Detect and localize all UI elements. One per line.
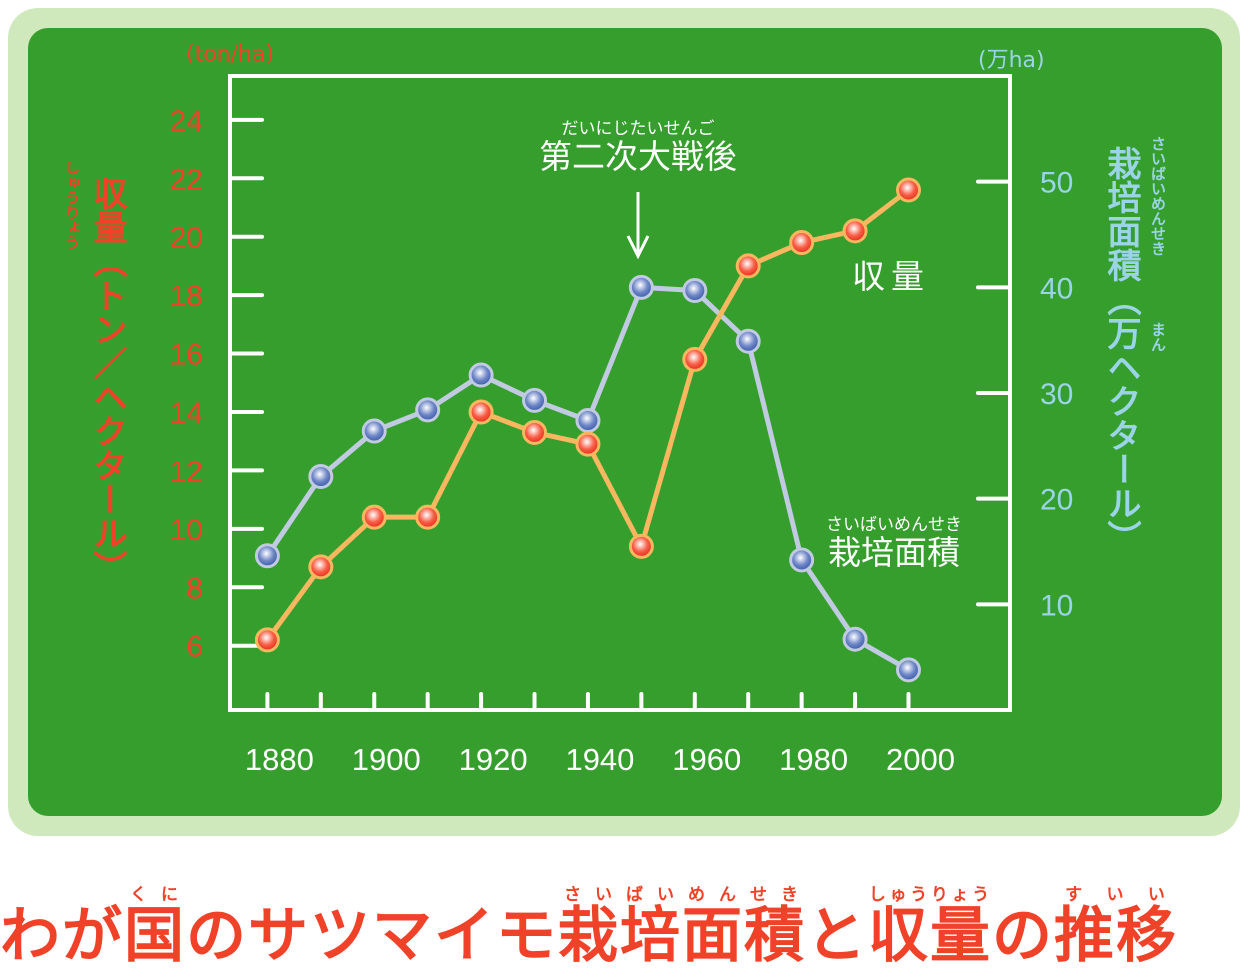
data-point-area — [522, 387, 548, 413]
annotation-arrow-head — [626, 235, 650, 260]
data-point-area — [468, 362, 494, 388]
data-point-yield — [361, 504, 387, 530]
data-point-area — [628, 274, 654, 300]
data-point-area — [682, 278, 708, 304]
right-axis-label-main: 栽培面積 — [1101, 146, 1141, 282]
annotation-postwar-ruby: だいにじたいせんご — [561, 119, 715, 139]
title-ruby: くに — [124, 885, 186, 905]
title-ruby: さいばい — [558, 885, 682, 905]
data-point-area — [361, 418, 387, 444]
x-axis-tick-label: 1880 — [245, 742, 314, 777]
data-point-yield — [895, 177, 921, 203]
x-axis-tick-label: 1960 — [672, 742, 741, 777]
left-axis-tick-label: 22 — [170, 163, 203, 196]
data-point-area — [575, 407, 601, 433]
series-label-area-ruby: さいばいめんせき — [826, 515, 962, 535]
data-point-yield — [789, 230, 815, 256]
right-axis-label-ruby: さいばいめんせき — [1149, 136, 1167, 256]
right-axis-paren-ruby: まん — [1149, 322, 1167, 352]
left-axis-tick-label: 10 — [170, 514, 203, 547]
right-axis-tick-label: 10 — [1040, 589, 1073, 622]
left-axis-tick-label: 14 — [170, 397, 203, 430]
data-point-yield — [308, 554, 334, 580]
title-segment: の — [992, 901, 1054, 971]
data-point-area — [842, 626, 868, 652]
data-point-yield — [842, 218, 868, 244]
right-axis-tick-label: 50 — [1040, 167, 1073, 200]
series-label-area: さいばいめんせき 栽培面積 — [812, 510, 976, 571]
left-axis-tick-label: 6 — [186, 631, 203, 664]
x-axis-tick-label: 1900 — [352, 742, 421, 777]
data-point-area — [308, 463, 334, 489]
data-point-yield — [575, 431, 601, 457]
left-axis-tick-label: 12 — [170, 455, 203, 488]
data-point-area — [415, 397, 441, 423]
annotation-postwar-text: 第二次大戦後 — [539, 137, 737, 176]
data-point-yield — [468, 399, 494, 425]
left-axis-label-ruby: しゅうりょう — [63, 160, 81, 250]
left-axis-unit: (ton/ha) — [186, 42, 275, 67]
x-axis-tick-label: 2000 — [886, 742, 955, 777]
left-axis-tick-label: 20 — [170, 222, 203, 255]
data-point-area — [254, 543, 280, 569]
page-title: わが国くにのサツマイモ栽培さいばい面積めんせきと収量しゅうりょうの推移すいい — [0, 885, 1260, 966]
right-axis-label: 栽培面積（万ヘクタール） — [1101, 146, 1141, 554]
title-segment: 収量しゅうりょう — [868, 885, 992, 971]
data-point-yield — [415, 504, 441, 530]
right-axis-label-paren: （万ヘクタール） — [1101, 282, 1141, 554]
title-text: 栽培 — [558, 901, 682, 971]
series-label-yield: 収量 — [852, 257, 930, 296]
title-text: 収量 — [868, 901, 992, 971]
title-segment: 面積めんせき — [682, 885, 806, 971]
title-segment: 推移すいい — [1054, 885, 1178, 971]
left-axis-label: 収量（トン／ヘクタール） — [87, 176, 127, 584]
title-segment: 栽培さいばい — [558, 885, 682, 971]
title-segment: わが — [0, 901, 124, 971]
title-segment: と — [806, 901, 868, 971]
x-axis-tick-label: 1980 — [779, 742, 848, 777]
right-axis-tick-label: 40 — [1040, 272, 1073, 305]
chart-panel — [28, 28, 1222, 816]
annotation-postwar: だいにじたいせんご 第二次大戦後 — [520, 114, 756, 175]
title-segment: 国くに — [124, 885, 186, 971]
title-ruby: しゅうりょう — [868, 885, 992, 905]
left-axis-tick-label: 18 — [170, 280, 203, 313]
x-axis-tick-label: 1940 — [565, 742, 634, 777]
data-point-area — [895, 657, 921, 683]
left-axis-tick-label: 24 — [170, 105, 203, 138]
x-axis-tick-label: 1920 — [459, 742, 528, 777]
left-axis-tick-label: 16 — [170, 339, 203, 372]
title-segment: のサツマイモ — [186, 901, 558, 971]
data-point-yield — [682, 346, 708, 372]
series-line-area — [265, 284, 910, 673]
title-text: 推移 — [1054, 901, 1178, 971]
right-axis-tick-label: 30 — [1040, 378, 1073, 411]
data-point-yield — [628, 533, 654, 559]
data-point-yield — [254, 627, 280, 653]
left-axis-tick-label: 8 — [186, 572, 203, 605]
data-point-area — [789, 547, 815, 573]
series-label-area-text: 栽培面積 — [828, 533, 960, 572]
data-point-yield — [735, 253, 761, 279]
right-axis-unit: (万ha) — [978, 48, 1045, 73]
title-ruby: すいい — [1054, 885, 1178, 905]
data-point-area — [735, 328, 761, 354]
data-point-yield — [522, 419, 548, 445]
title-text: 国 — [124, 901, 186, 971]
title-text: 面積 — [682, 901, 806, 971]
right-axis-tick-label: 20 — [1040, 484, 1073, 517]
title-ruby: めんせき — [682, 885, 806, 905]
